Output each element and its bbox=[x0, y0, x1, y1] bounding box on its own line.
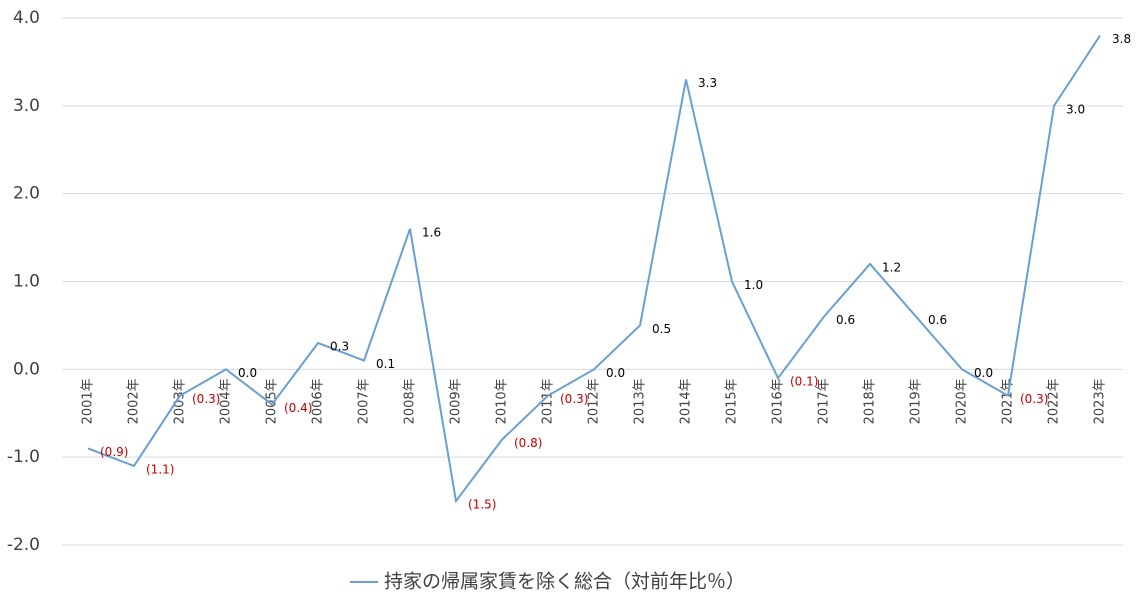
data-label: (0.4) bbox=[284, 401, 312, 415]
y-tick-label: 2.0 bbox=[13, 184, 40, 204]
x-tick-label: 2016年 bbox=[771, 378, 786, 424]
data-label: 3.0 bbox=[1066, 102, 1085, 116]
data-label: (0.3) bbox=[560, 392, 588, 406]
x-tick-label: 2007年 bbox=[357, 378, 372, 424]
data-label: (0.3) bbox=[1020, 392, 1048, 406]
data-label: 3.8 bbox=[1112, 32, 1131, 46]
data-label: 0.0 bbox=[606, 366, 625, 380]
x-tick-label: 2019年 bbox=[909, 378, 924, 424]
data-label: (0.1) bbox=[790, 375, 818, 389]
data-label: 0.5 bbox=[652, 322, 671, 336]
y-tick-label: 1.0 bbox=[13, 272, 40, 292]
x-tick-label: 2013年 bbox=[633, 378, 648, 424]
y-tick-label: -2.0 bbox=[7, 535, 40, 555]
legend-label: 持家の帰属家賃を除く総合（対前年比％） bbox=[384, 571, 745, 593]
data-label: (0.8) bbox=[514, 436, 542, 450]
y-tick-label: 0.0 bbox=[13, 359, 40, 379]
data-label: (0.9) bbox=[100, 445, 128, 459]
y-tick-label: 4.0 bbox=[13, 8, 40, 28]
data-label: 0.0 bbox=[974, 366, 993, 380]
x-tick-label: 2005年 bbox=[265, 378, 280, 424]
x-tick-label: 2002年 bbox=[127, 378, 142, 424]
x-tick-label: 2015年 bbox=[725, 378, 740, 424]
x-tick-label: 2004年 bbox=[219, 378, 234, 424]
y-tick-label: -1.0 bbox=[7, 447, 40, 467]
x-tick-label: 2022年 bbox=[1047, 378, 1062, 424]
data-label: (1.5) bbox=[468, 498, 496, 512]
data-label: 0.6 bbox=[928, 313, 947, 327]
x-tick-label: 2003年 bbox=[173, 378, 188, 424]
data-label: 3.3 bbox=[698, 76, 717, 90]
x-tick-label: 2008年 bbox=[403, 378, 418, 424]
data-label: 0.0 bbox=[238, 366, 257, 380]
x-tick-label: 2011年 bbox=[541, 378, 556, 424]
y-tick-label: 3.0 bbox=[13, 96, 40, 116]
x-tick-label: 2012年 bbox=[587, 378, 602, 424]
x-tick-label: 2021年 bbox=[1001, 378, 1016, 424]
x-tick-label: 2023年 bbox=[1093, 378, 1108, 424]
x-tick-label: 2001年 bbox=[81, 378, 96, 424]
x-tick-label: 2020年 bbox=[955, 378, 970, 424]
data-line bbox=[87, 35, 1101, 504]
data-label: (1.1) bbox=[146, 462, 174, 476]
data-label: (0.3) bbox=[192, 392, 220, 406]
x-tick-label: 2017年 bbox=[817, 378, 832, 424]
data-label: 1.2 bbox=[882, 260, 901, 274]
x-tick-label: 2009年 bbox=[449, 378, 464, 424]
data-label: 0.6 bbox=[836, 313, 855, 327]
data-label: 1.6 bbox=[422, 225, 441, 239]
x-tick-label: 2014年 bbox=[679, 378, 694, 424]
data-label: 0.3 bbox=[330, 339, 349, 353]
data-label: 0.1 bbox=[376, 357, 395, 371]
x-tick-label: 2010年 bbox=[495, 378, 510, 424]
x-tick-label: 2006年 bbox=[311, 378, 326, 424]
x-tick-label: 2018年 bbox=[863, 378, 878, 424]
data-label: 1.0 bbox=[744, 278, 763, 292]
